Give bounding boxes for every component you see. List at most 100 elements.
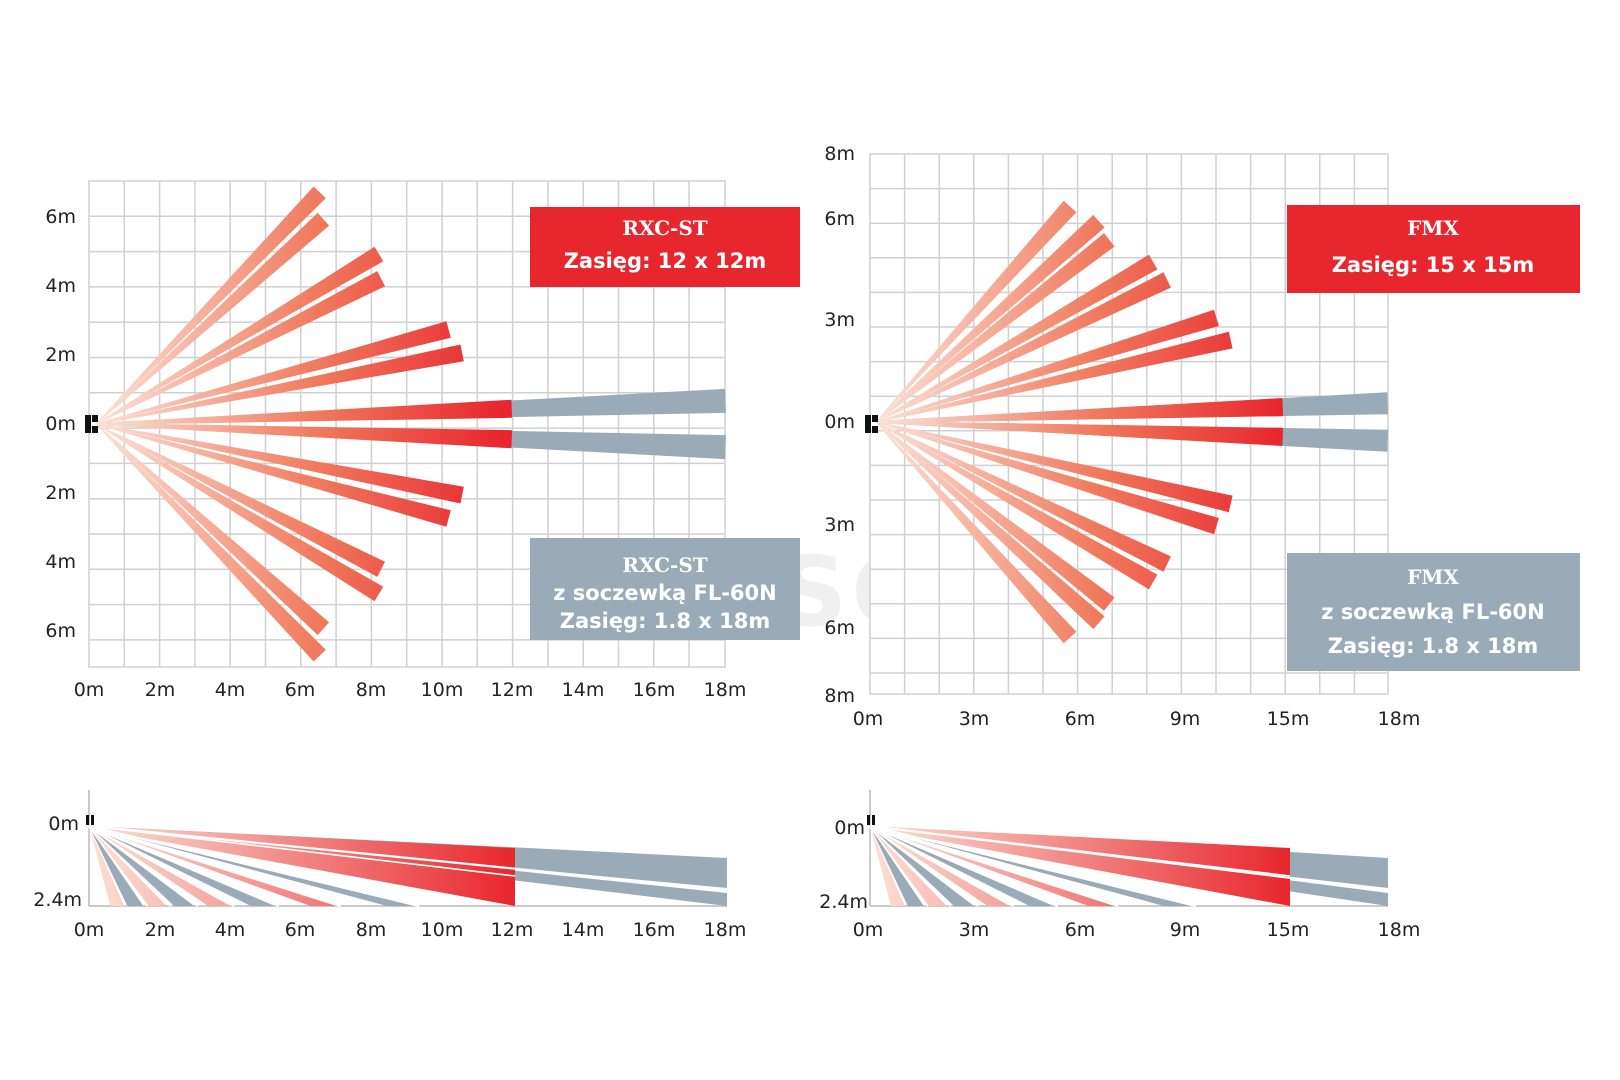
fmx-beam-red <box>876 398 1284 423</box>
rxc-side-x-tick: 16m <box>633 919 676 941</box>
rxc-x-tick: 12m <box>491 679 534 701</box>
fmx-x-tick: 6m <box>1065 708 1096 730</box>
rxc-side-beam-gap <box>88 825 199 907</box>
fmx-side-x-tick: 9m <box>1170 919 1201 941</box>
fmx-beam-red <box>875 421 1115 611</box>
fmx-range-box-bg <box>1287 205 1580 293</box>
rxc-side-x-tick: 10m <box>421 919 464 941</box>
rxc-beam-red <box>95 423 384 602</box>
rxc-beam-red <box>95 423 386 577</box>
rxc-range-box: RXC-ST Zasięg: 12 x 12m <box>530 207 800 287</box>
rxc-lens-box-bg <box>530 538 800 640</box>
rxc-y-tick: 2m <box>45 344 76 366</box>
rxc-side-sensor-icon <box>91 815 94 825</box>
rxc-y-tick: 0m <box>45 413 76 435</box>
rxc-x-tick: 18m <box>704 679 747 701</box>
rxc-x-tick: 4m <box>215 679 246 701</box>
rxc-side-beam-gap <box>88 824 728 892</box>
rxc-beam-red <box>96 423 513 449</box>
fmx-range-box: FMX Zasięg: 15 x 15m <box>1287 205 1580 293</box>
fmx-lens-model-label: FMX <box>1407 565 1459 589</box>
rxc-beam-red <box>95 246 384 425</box>
fmx-side-y-tick: 2.4m <box>819 891 868 913</box>
fmx-side-y-tick: 0m <box>834 817 865 839</box>
fmx-x-tick: 18m <box>1378 708 1421 730</box>
rxc-beam-red <box>95 423 326 662</box>
fmx-x-tick: 9m <box>1170 708 1201 730</box>
fmx-beam-red <box>875 214 1105 423</box>
fmx-beam-red <box>875 331 1233 423</box>
rxc-side-x-tick: 2m <box>145 919 176 941</box>
rxc-side-x-tick: 4m <box>215 919 246 941</box>
fmx-lens-text: z soczewką FL-60N <box>1321 600 1544 624</box>
fmx-side-beam-fan <box>870 826 905 906</box>
fmx-lens-box-bg <box>1287 553 1580 671</box>
fmx-sensor-icon-part <box>872 415 878 422</box>
fmx-beam-red <box>875 421 1219 535</box>
rxc-side-x-tick: 14m <box>562 919 605 941</box>
fmx-side-beam-red <box>870 826 1290 906</box>
fmx-side-sensor-icon <box>867 815 870 825</box>
rxc-sensor-icon <box>85 415 91 433</box>
rxc-side-y-tick: 2.4m <box>33 889 82 911</box>
fmx-model-label: FMX <box>1407 216 1459 240</box>
rxc-side-beam-gap <box>88 825 235 907</box>
fmx-side-x-tick: 18m <box>1378 919 1421 941</box>
rxc-range-label: Zasięg: 12 x 12m <box>564 249 767 273</box>
rxc-side-beam-red <box>89 826 515 906</box>
rxc-lens-box: RXC-ST z soczewką FL-60N Zasięg: 1.8 x 1… <box>530 538 800 640</box>
rxc-y-tick: 4m <box>45 275 76 297</box>
rxc-y-tick: 2m <box>45 482 76 504</box>
fmx-side-beam-gap <box>869 824 1119 908</box>
fmx-side-beam-gap <box>869 824 1197 908</box>
fmx-sensor-icon-part <box>872 426 878 433</box>
rxc-x-tick: 8m <box>356 679 387 701</box>
fmx-side-beam-gap <box>869 825 929 907</box>
rxc-x-tick: 16m <box>633 679 676 701</box>
rxc-side-x-tick: 8m <box>356 919 387 941</box>
rxc-side-sensor-icon <box>86 815 89 825</box>
fmx-x-tick: 3m <box>959 708 990 730</box>
fmx-side-beam-gap <box>869 825 979 907</box>
rxc-beam-red <box>95 423 451 527</box>
fmx-side-x-tick: 6m <box>1065 919 1096 941</box>
rxc-side-x-tick: 12m <box>491 919 534 941</box>
rxc-side-beam-gap <box>88 824 420 908</box>
fmx-side-beam-gap <box>869 825 1291 877</box>
rxc-beam-red <box>95 186 326 425</box>
fmx-beam-red <box>875 421 1233 513</box>
rxc-x-tick: 14m <box>562 679 605 701</box>
rxc-x-tick: 6m <box>285 679 316 701</box>
fmx-side-beam-gap <box>869 825 952 907</box>
rxc-sensor-icon-part <box>92 426 98 433</box>
fmx-beam-red <box>875 254 1158 423</box>
rxc-beam-red <box>95 271 386 425</box>
fmx-side-view: 0m 2.4m 0m 3m 6m 9m 15m 18m <box>819 790 1420 941</box>
rxc-beam-red <box>95 212 330 425</box>
fmx-lens-range: Zasięg: 1.8 x 18m <box>1328 634 1539 658</box>
fmx-side-beam-gap <box>869 824 1059 908</box>
rxc-y-tick: 6m <box>45 206 76 228</box>
fmx-y-tick: 3m <box>824 514 855 536</box>
rxc-side-x-tick: 6m <box>285 919 316 941</box>
fmx-range-label: Zasięg: 15 x 15m <box>1332 253 1535 277</box>
fmx-beam-red <box>875 200 1077 423</box>
fmx-beam-red <box>875 233 1115 423</box>
rxc-beam-red <box>95 423 330 636</box>
fmx-beam-red <box>875 272 1171 423</box>
rxc-side-view: 0m 2.4m 0m 2m 4m 6m 8m 10m 12m 14m 16m 18m <box>33 790 746 941</box>
rxc-beam-red <box>95 423 464 504</box>
rxc-side-beam-gap <box>88 825 172 907</box>
rxc-side-beam-gap <box>88 824 280 908</box>
rxc-side-beam-gap <box>88 824 341 908</box>
rxc-beam-red <box>95 321 451 425</box>
fmx-side-x-tick: 3m <box>959 919 990 941</box>
fmx-side-sensor-icon <box>872 815 875 825</box>
fmx-y-tick: 8m <box>824 685 855 707</box>
fmx-side-x-tick: 15m <box>1267 919 1310 941</box>
fmx-beam-red <box>875 421 1171 572</box>
rxc-lens-text: z soczewką FL-60N <box>553 581 776 605</box>
fmx-y-tick: 6m <box>824 617 855 639</box>
fmx-beam-red <box>875 421 1105 630</box>
